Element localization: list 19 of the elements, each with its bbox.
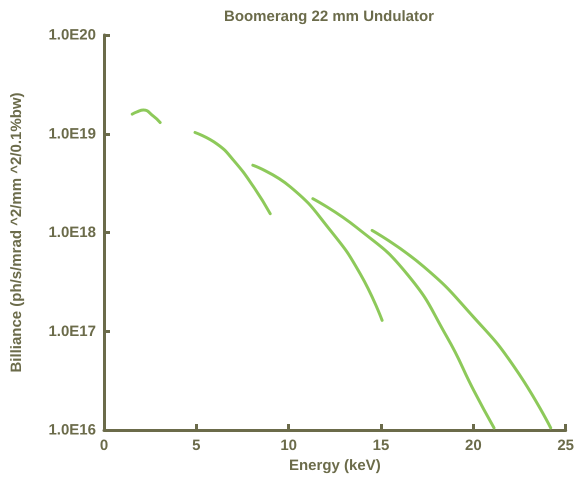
line-series	[130, 108, 162, 124]
y-tick-label: 1.0E19	[48, 125, 96, 142]
y-axis-title: Billiance (ph/s/mrad ^2/mm ^2/0.1%bw)	[8, 92, 25, 373]
x-tick-label: 10	[280, 437, 298, 454]
line-series	[251, 164, 384, 322]
x-tick-label: 20	[464, 437, 482, 454]
y-tick-label: 1.0E18	[48, 224, 96, 241]
y-tick-label: 1.0E17	[48, 322, 96, 340]
x-tick-label: 5	[192, 437, 201, 454]
chart-title: Boomerang 22 mm Undulator	[224, 8, 434, 25]
x-axis-title: Energy (keV)	[288, 457, 381, 474]
line-series	[194, 130, 272, 216]
x-tick-label: 25	[557, 437, 574, 454]
x-tick-label: 0	[100, 437, 108, 454]
y-tick-label: 1.0E16	[48, 422, 96, 438]
y-tick-label: 1.0E20	[48, 26, 96, 44]
line-series	[311, 197, 496, 430]
x-tick-label: 15	[372, 437, 390, 454]
line-series	[370, 228, 552, 430]
